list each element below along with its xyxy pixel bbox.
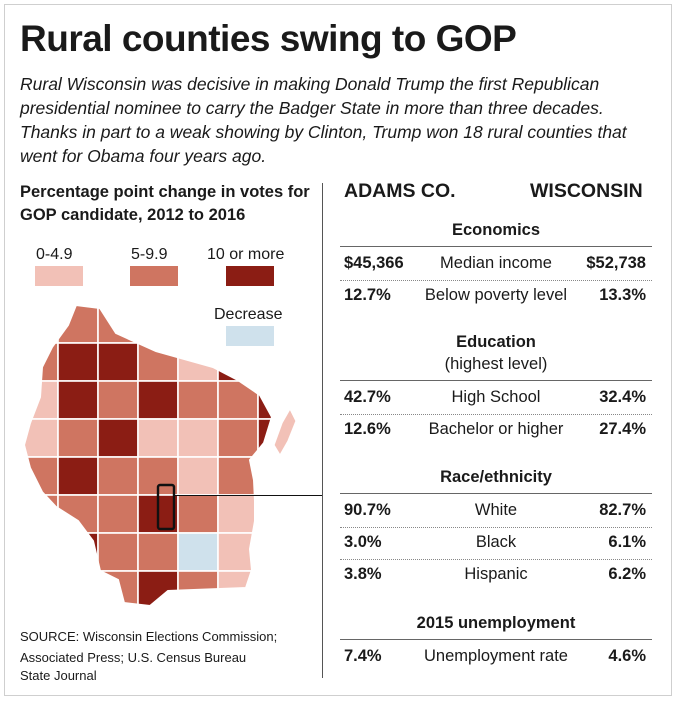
- legend-swatch-0-4-9: [35, 266, 83, 286]
- table-row-hispanic: 3.8% Hispanic 6.2%: [340, 565, 652, 587]
- wisconsin-value: 32.4%: [599, 388, 646, 406]
- wisconsin-value: 27.4%: [599, 420, 646, 438]
- legend-label-10-or-more: 10 or more: [207, 246, 285, 263]
- adams-county-header: ADAMS CO.: [344, 180, 456, 202]
- divider: [340, 639, 652, 640]
- adams-value: 90.7%: [344, 501, 391, 519]
- wisconsin-value: 82.7%: [599, 501, 646, 519]
- source-note: SOURCE: Wisconsin Elections Commission; …: [20, 629, 278, 665]
- headline: Rural counties swing to GOP: [20, 18, 517, 59]
- section-heading-education: Education: [456, 333, 536, 351]
- table-row-median-income: $45,366 Median income $52,738: [340, 254, 652, 276]
- section-heading-economics: Economics: [451, 221, 541, 239]
- divider: [340, 493, 652, 494]
- wisconsin-county-map: [22, 305, 297, 608]
- metric-label: Black: [475, 533, 517, 551]
- divider: [340, 414, 652, 415]
- metric-label: White: [474, 501, 518, 519]
- wisconsin-value: 6.1%: [608, 533, 646, 551]
- table-row-white: 90.7% White 82.7%: [340, 501, 652, 523]
- column-divider: [322, 183, 323, 678]
- table-row-unemployment: 7.4% Unemployment rate 4.6%: [340, 647, 652, 669]
- section-heading-race: Race/ethnicity: [440, 468, 552, 486]
- legend-label-0-4-9: 0-4.9: [36, 246, 73, 263]
- divider: [340, 559, 652, 560]
- legend-label-decrease: Decrease: [214, 306, 283, 323]
- metric-label: High School: [451, 388, 541, 406]
- table-row-bachelor: 12.6% Bachelor or higher 27.4%: [340, 420, 652, 442]
- intro-text: Rural Wisconsin was decisive in making D…: [20, 74, 627, 166]
- map-title: Percentage point change in votes for GOP…: [20, 183, 310, 224]
- wisconsin-value: 6.2%: [608, 565, 646, 583]
- adams-value: 3.8%: [344, 565, 382, 583]
- wisconsin-value: 13.3%: [599, 286, 646, 304]
- adams-value: 12.6%: [344, 420, 391, 438]
- adams-value: 12.7%: [344, 286, 391, 304]
- metric-label: Below poverty level: [424, 286, 568, 304]
- adams-value: 3.0%: [344, 533, 382, 551]
- adams-value: 42.7%: [344, 388, 391, 406]
- metric-label: Median income: [440, 254, 552, 272]
- metric-label: Bachelor or higher: [428, 420, 564, 438]
- divider: [340, 380, 652, 381]
- divider: [340, 280, 652, 281]
- metric-label: Unemployment rate: [424, 647, 568, 665]
- legend-label-5-9-9: 5-9.9: [131, 246, 168, 263]
- section-subheading-education: (highest level): [444, 355, 548, 373]
- wisconsin-value: 4.6%: [608, 647, 646, 665]
- graphic-frame: [4, 4, 672, 696]
- adams-county-outline: [156, 483, 176, 531]
- table-row-high-school: 42.7% High School 32.4%: [340, 388, 652, 410]
- legend-swatch-decrease: [226, 326, 274, 346]
- adams-value: $45,366: [344, 254, 404, 272]
- adams-value: 7.4%: [344, 647, 382, 665]
- divider: [340, 527, 652, 528]
- legend-swatch-5-9-9: [130, 266, 178, 286]
- divider: [340, 246, 652, 247]
- adams-county-leader-line: [174, 495, 322, 496]
- section-heading-unemployment: 2015 unemployment: [416, 614, 576, 632]
- wisconsin-header: WISCONSIN: [530, 180, 643, 202]
- wisconsin-value: $52,738: [586, 254, 646, 272]
- credit-line: State Journal: [20, 668, 97, 683]
- table-row-black: 3.0% Black 6.1%: [340, 533, 652, 555]
- legend-swatch-10-or-more: [226, 266, 274, 286]
- metric-label: Hispanic: [464, 565, 528, 583]
- table-row-poverty: 12.7% Below poverty level 13.3%: [340, 286, 652, 308]
